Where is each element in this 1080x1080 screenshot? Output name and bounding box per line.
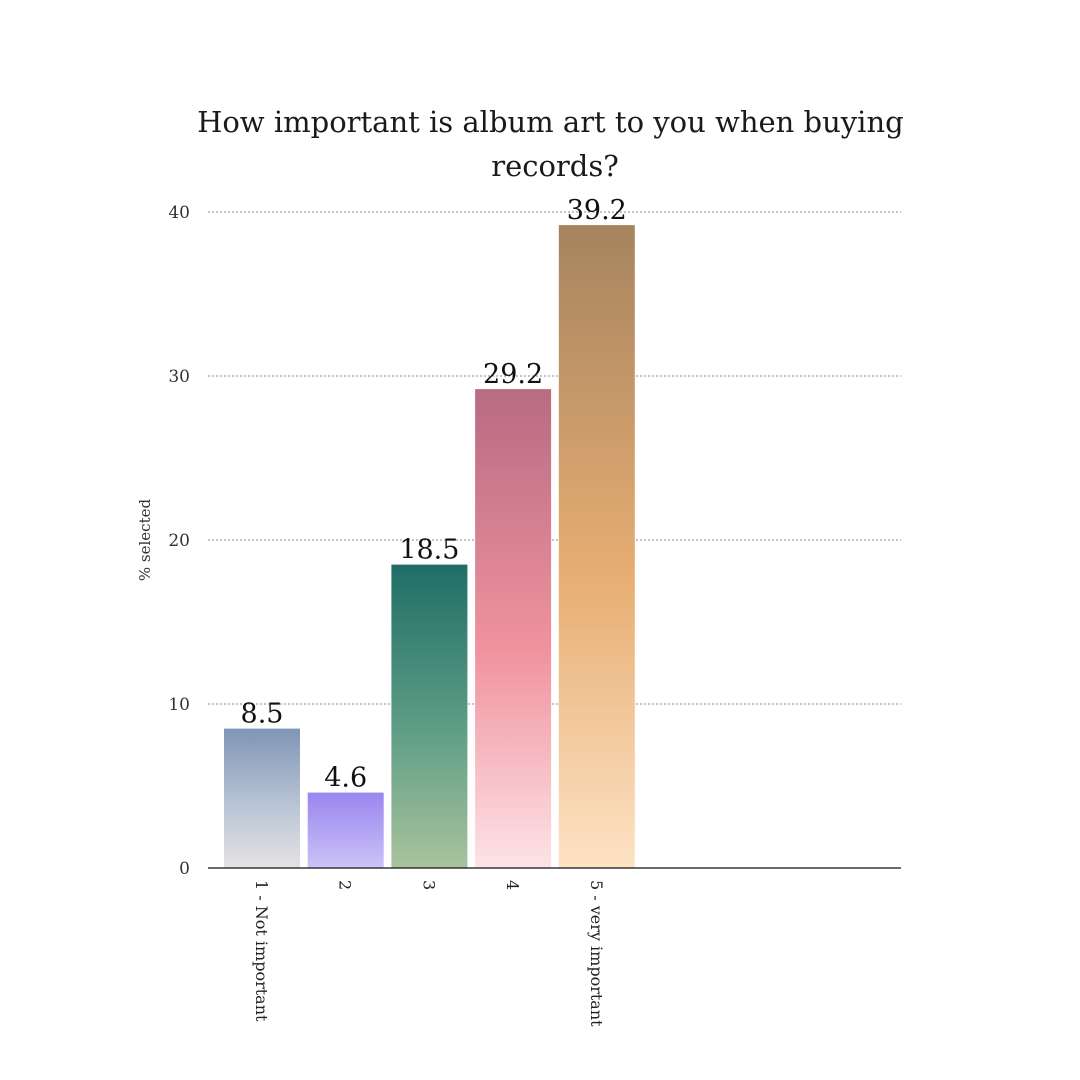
gridlines	[208, 211, 901, 705]
x-axis-category-labels: 1 - Not important 2 3 4 5 - very important	[252, 880, 606, 1027]
value-labels: 8.5 4.6 18.5 29.2 39.2	[241, 195, 627, 793]
bar-5	[558, 225, 635, 868]
chart-title: How important is album art to you when b…	[197, 105, 913, 183]
bars	[224, 225, 635, 868]
y-axis-title: % selected	[136, 499, 154, 582]
y-tick-label-20: 20	[168, 531, 190, 551]
y-tick-label-30: 30	[168, 367, 190, 387]
x-category-label-5: 5 - very important	[587, 880, 606, 1027]
bar-4	[475, 389, 552, 868]
chart-title-line-1: How important is album art to you when b…	[197, 105, 904, 139]
value-label-4: 29.2	[483, 359, 543, 390]
value-label-5: 39.2	[567, 195, 627, 226]
bar-3	[391, 564, 468, 868]
chart-title-line-2: records?	[491, 149, 619, 183]
bar-1	[224, 728, 300, 868]
value-label-2: 4.6	[324, 763, 367, 794]
y-axis-tick-labels: 0 10 20 30 40	[168, 203, 190, 879]
y-tick-label-40: 40	[168, 203, 190, 223]
value-label-1: 8.5	[241, 699, 284, 730]
x-category-label-1: 1 - Not important	[252, 880, 271, 1022]
x-category-label-4: 4	[503, 880, 522, 890]
value-label-3: 18.5	[399, 535, 459, 566]
y-tick-label-10: 10	[168, 695, 190, 715]
bar-2	[307, 792, 384, 868]
y-tick-label-0: 0	[179, 859, 190, 879]
x-category-label-2: 2	[336, 880, 355, 890]
x-category-label-3: 3	[419, 880, 438, 890]
